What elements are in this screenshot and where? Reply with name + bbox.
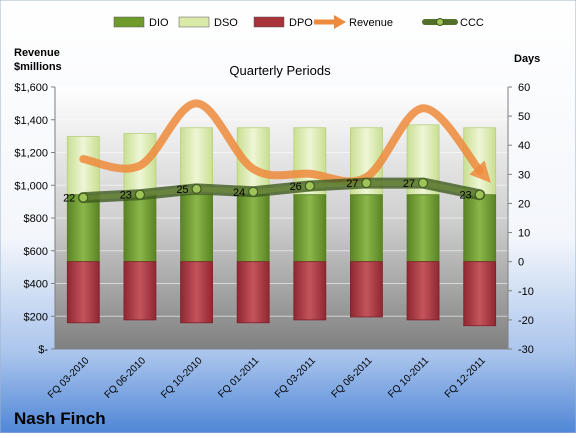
- left-tick-label: $1,000: [14, 180, 48, 192]
- right-tick-label: -20: [518, 315, 534, 327]
- left-tick-label: $1,200: [14, 148, 48, 160]
- bar-dio: [406, 194, 440, 263]
- left-tick-label: $200: [24, 311, 48, 323]
- legend-item-dpo: DPO: [253, 16, 313, 29]
- left-tick-label: $600: [24, 246, 48, 258]
- legend: DIO DSO DPO Revenue CCC: [113, 15, 484, 29]
- legend-swatch-dpo: [253, 16, 285, 28]
- bar-dio: [293, 194, 327, 263]
- revenue-series: [79, 99, 491, 186]
- right-tick-label: 50: [518, 111, 530, 123]
- left-axis-label-line2: $millions: [14, 61, 62, 73]
- left-tick-label: $1,600: [14, 82, 48, 94]
- ccc-data-label: 25: [176, 184, 188, 196]
- right-tick-label: 20: [518, 198, 530, 210]
- ccc-point: [361, 177, 372, 189]
- ccc-line-highlight: [80, 180, 483, 201]
- legend-item-revenue: Revenue: [314, 15, 393, 29]
- legend-item-dio: DIO: [113, 16, 169, 29]
- legend-swatch-dso: [178, 16, 210, 28]
- legend-label-dpo: DPO: [289, 17, 313, 29]
- right-tick-label: -10: [518, 286, 534, 298]
- bar-dio: [463, 194, 497, 263]
- right-tick-label: 40: [518, 140, 530, 152]
- bar-dio: [350, 194, 383, 263]
- ccc-data-label: 27: [403, 178, 415, 190]
- company-name: Nash Finch: [14, 409, 106, 428]
- bars: [66, 124, 497, 327]
- legend-label-revenue: Revenue: [349, 17, 393, 29]
- ccc-data-label: 27: [346, 178, 358, 190]
- legend-label-ccc: CCC: [460, 17, 484, 29]
- legend-item-dso: DSO: [178, 16, 238, 29]
- ccc-point: [191, 183, 202, 194]
- ccc-point: [474, 189, 485, 200]
- right-axis-label: Days: [514, 53, 540, 65]
- bar-dpo: [293, 261, 327, 321]
- right-tick-label: 10: [518, 228, 530, 240]
- left-tick-label: $-: [38, 344, 48, 356]
- ccc-series: 22 23 25 24 26 27 27 23: [63, 177, 486, 205]
- right-tick-label: 60: [518, 82, 530, 94]
- right-tick-label: -30: [518, 344, 534, 356]
- ccc-point: [248, 186, 259, 197]
- bar-dpo: [123, 261, 157, 321]
- bar-dio: [180, 194, 213, 263]
- ccc-point: [417, 177, 429, 189]
- bar-dpo: [406, 261, 440, 321]
- right-tick-label: 30: [518, 169, 530, 181]
- right-tick-label: 0: [518, 257, 524, 269]
- legend-swatch-arrowhead: [334, 15, 346, 29]
- ccc-point: [134, 189, 146, 200]
- legend-label-dso: DSO: [214, 17, 238, 29]
- left-tick-label: $400: [24, 279, 48, 291]
- bar-dpo: [350, 261, 383, 318]
- ccc-point: [78, 192, 89, 203]
- bar-dio: [123, 194, 157, 263]
- left-axis-label-line1: Revenue: [14, 47, 60, 59]
- chart-title: Quarterly Periods: [229, 63, 331, 78]
- bar-dpo: [236, 261, 270, 324]
- bar-dio: [236, 194, 270, 263]
- ccc-data-label: 26: [290, 181, 302, 193]
- bar-dpo: [66, 261, 100, 324]
- bar-dpo: [180, 261, 213, 324]
- revenue-line: [79, 99, 491, 186]
- ccc-data-label: 24: [233, 187, 245, 199]
- legend-swatch-dio: [113, 16, 145, 28]
- ccc-data-label: 22: [63, 193, 75, 205]
- ccc-data-label: 23: [459, 190, 471, 202]
- left-tick-label: $1,400: [14, 115, 48, 127]
- legend-swatch-marker: [436, 18, 444, 26]
- left-tick-label: $800: [24, 213, 48, 225]
- ccc-point: [304, 180, 315, 192]
- legend-label-dio: DIO: [149, 17, 169, 29]
- bar-dpo: [463, 261, 497, 327]
- bar-dio: [66, 194, 100, 263]
- legend-item-ccc: CCC: [422, 17, 484, 29]
- ccc-data-label: 23: [120, 190, 132, 202]
